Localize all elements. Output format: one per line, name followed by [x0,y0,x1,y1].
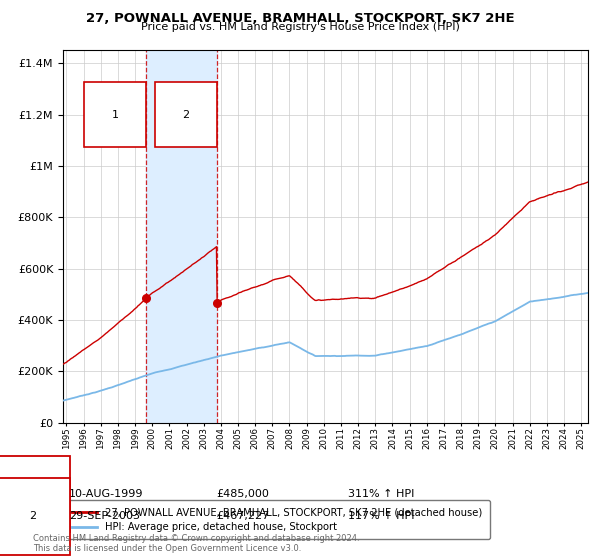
Bar [146,50,217,423]
Text: Contains HM Land Registry data © Crown copyright and database right 2024.
This d: Contains HM Land Registry data © Crown c… [33,534,359,553]
Text: 117% ↑ HPI: 117% ↑ HPI [348,511,415,521]
Text: 2: 2 [182,110,190,120]
Text: 1: 1 [29,489,37,499]
Text: 311% ↑ HPI: 311% ↑ HPI [348,489,415,499]
Text: 29-SEP-2003: 29-SEP-2003 [69,511,140,521]
Text: 2: 2 [29,511,37,521]
Text: Price paid vs. HM Land Registry's House Price Index (HPI): Price paid vs. HM Land Registry's House … [140,22,460,32]
Text: £467,227: £467,227 [216,511,269,521]
Text: 1: 1 [112,110,119,120]
Text: £485,000: £485,000 [216,489,269,499]
Legend: 27, POWNALL AVENUE, BRAMHALL, STOCKPORT, SK7 2HE (detached house), HPI: Average : 27, POWNALL AVENUE, BRAMHALL, STOCKPORT,… [65,501,490,539]
Text: 27, POWNALL AVENUE, BRAMHALL, STOCKPORT, SK7 2HE: 27, POWNALL AVENUE, BRAMHALL, STOCKPORT,… [86,12,514,25]
Text: 10-AUG-1999: 10-AUG-1999 [69,489,143,499]
